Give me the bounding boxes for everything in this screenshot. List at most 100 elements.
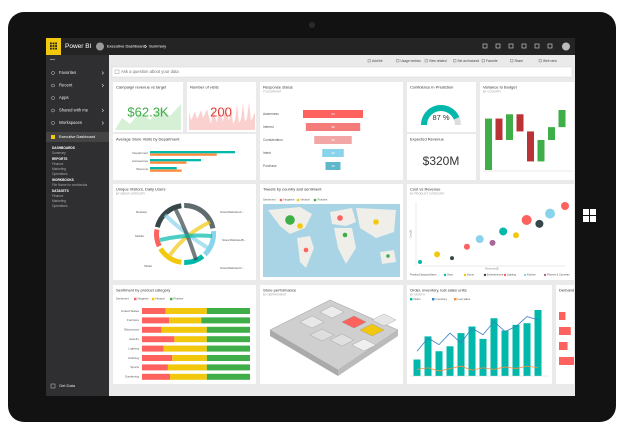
scatter-point [535,219,544,228]
legend-swatch [483,273,487,277]
top-icon[interactable] [495,43,501,49]
chord-label: Desktop [136,210,147,214]
tile-title: Store performance [263,288,297,293]
chord-label: Mobile [135,234,144,238]
nav-item[interactable]: Apps [59,95,69,100]
funnel-bar [325,162,341,170]
stacked-bar [172,355,207,361]
waterfall-bar [527,131,534,162]
top-icon[interactable] [482,43,488,49]
nav-item[interactable]: Recent [59,83,73,88]
toolbar-icon [481,59,485,63]
stacked-bar [161,326,207,333]
chord-segment [203,230,216,257]
bar-label: Womens [136,167,148,171]
launcher-dot [55,42,57,45]
nav-link[interactable]: Finance [52,162,64,166]
stacked-bar [142,308,166,314]
bar [413,359,421,376]
floor-zone [341,315,367,329]
bar [559,327,571,335]
legend-label: Positive [318,198,328,202]
legend-label: Negative [138,297,149,301]
toolbar-item[interactable]: View related [429,59,447,63]
nav-item[interactable]: Shared with me [59,108,89,113]
nav-link[interactable]: Marketing [52,199,66,203]
bar [446,346,454,376]
nav-item[interactable]: Favorites [59,70,76,75]
floor-zone [359,323,385,337]
tile-subtitle: BY DEPARTMENT [263,293,287,297]
qna-icon [114,69,120,74]
legend-swatch [313,198,317,202]
chord-label: Tablet [144,264,152,268]
tile[interactable] [407,134,476,180]
nav-link[interactable]: Summary [52,151,66,155]
windows-button[interactable] [583,209,596,222]
toolbar-item[interactable]: Usage metrics [401,59,422,63]
get-data-icon [50,383,56,389]
stacked-bar [201,317,250,324]
nav-link[interactable]: Operations [52,172,68,176]
bar-label: Accessories [132,159,149,163]
line [416,365,539,372]
nav-link[interactable]: File Name for workbooks [52,183,88,187]
nav-section-title: DATASETS [52,189,69,193]
breadcrumb: Summary [149,44,166,49]
top-icon[interactable] [521,43,527,49]
nav-workspace[interactable]: Executive Dashboard [59,135,95,139]
floor-zone [299,315,325,329]
top-icon[interactable] [534,43,540,49]
qna-box[interactable] [111,66,573,78]
nav-link[interactable]: Finance [52,194,64,198]
bar [559,312,566,320]
nav-link[interactable]: Marketing [52,167,66,171]
launcher-dot [52,45,55,47]
stacked-bar [142,355,173,361]
floor-wall [270,330,338,376]
funnel-bar [322,149,344,157]
tile-subtitle: TOUCHPOINT [263,90,282,94]
legend-swatch [503,273,507,277]
line [416,316,539,352]
toolbar-item[interactable]: Add tile [372,59,383,63]
toolbar-item[interactable]: Favorite [486,59,498,63]
scatter-point [434,251,441,258]
launcher-dot [50,42,52,45]
toolbar-item[interactable]: Web view [543,59,557,63]
waterfall-bar [495,118,503,140]
logo-part [590,216,596,222]
bar [501,330,509,376]
toolbar-item[interactable]: Set as featured [458,59,480,63]
top-icon[interactable] [508,43,514,49]
tile[interactable] [480,82,574,180]
get-data[interactable]: Get Data [59,383,76,388]
legend-swatch [523,273,527,277]
bar [479,338,487,376]
stacked-bar [206,373,250,380]
legend-title: Sentiment [263,198,276,202]
funnel-bar [314,136,352,144]
funnel-label: Intent [263,151,271,155]
nav-item[interactable]: Workspaces [59,120,82,125]
stacked-bar [206,355,250,361]
tile[interactable] [407,184,574,280]
legend-label: Phones & Cameras [547,273,570,277]
nav-link[interactable]: Operations [52,204,68,208]
toolbar-icon [396,59,400,63]
launcher-dot [52,42,55,45]
scatter-point [475,235,484,244]
user-icon[interactable] [562,42,570,51]
chord-label: Store/Website/B... [222,238,246,242]
chord-segment [184,203,216,229]
stacked-bar [167,364,207,371]
tile-title: Unique Visitors, Daily Users [116,187,166,192]
scatter-point [521,215,532,225]
tile-title: Campaign revenue vs target [116,85,167,90]
top-icon[interactable] [547,43,553,49]
tile[interactable] [113,134,256,180]
waterfall-bar [516,114,524,132]
waterfall-bar [558,110,566,128]
toolbar-item[interactable]: Share [515,59,524,63]
nav-toggle [50,59,55,60]
